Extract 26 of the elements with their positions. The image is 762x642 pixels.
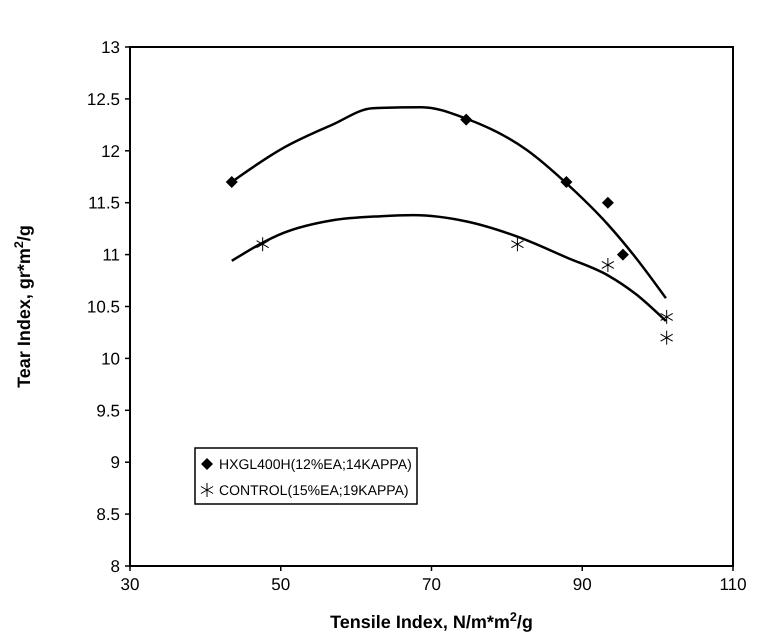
y-tick-label: 10 (101, 349, 120, 368)
point (616, 248, 629, 261)
y-tick-label: 10.5 (86, 298, 120, 316)
x-tick-label: 30 (120, 575, 140, 594)
x-tick-label: 50 (271, 575, 290, 594)
x-tick-label: 110 (719, 575, 747, 594)
y-tick-label: 8 (110, 557, 120, 576)
y-tick-label: 11 (102, 246, 120, 265)
x-tick-label: 90 (572, 575, 592, 594)
y-tick-label: 12.5 (86, 90, 120, 109)
y-tick-label: 12 (101, 142, 120, 161)
point (601, 257, 614, 272)
point (660, 330, 674, 346)
x-axis-title: Tensile Index, N/m*m$^{2}$/g (330, 610, 533, 632)
point (660, 309, 674, 324)
legend-label: HXGL400H(12%EA;14KAPPA) (219, 456, 412, 472)
point (510, 236, 524, 252)
y-tick-label: 8.5 (96, 505, 120, 524)
legend-label: CONTROL(15%EA;19KAPPA) (219, 482, 409, 498)
y-tick-label: 9.5 (96, 401, 120, 420)
y-tick-label: 13 (101, 38, 120, 57)
x-tick-label: 70 (422, 575, 441, 594)
point (256, 236, 270, 252)
y-tick-label: 11.5 (88, 194, 120, 213)
point (602, 196, 614, 209)
y-tick-label: 9 (110, 453, 120, 472)
